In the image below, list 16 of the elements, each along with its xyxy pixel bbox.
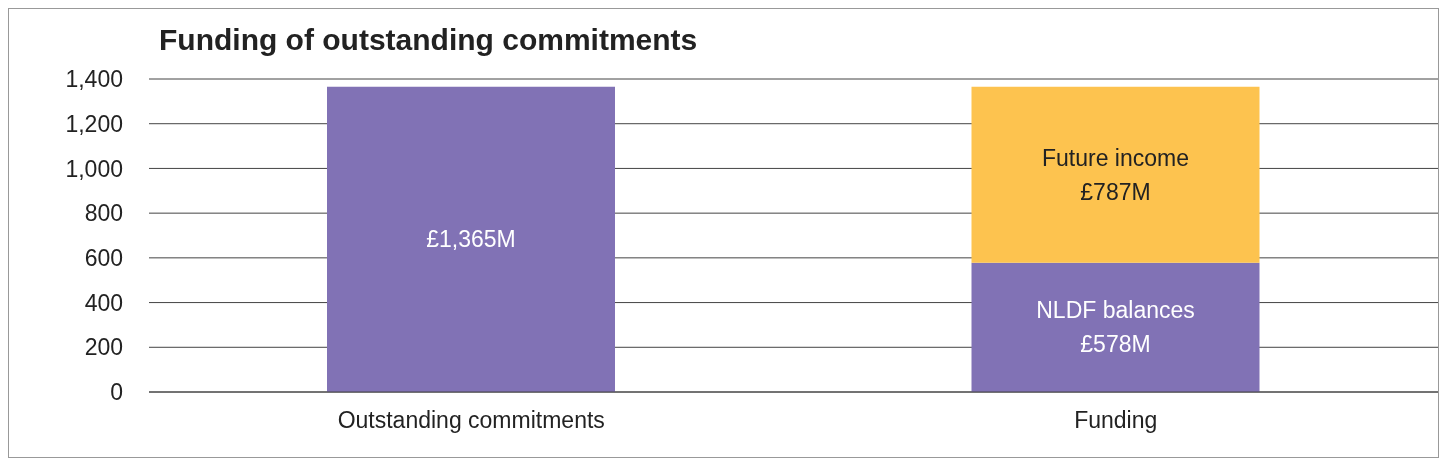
y-tick-label: 800 bbox=[84, 200, 123, 227]
y-tick-label: 1,400 bbox=[65, 66, 123, 93]
series-label: NLDF balances bbox=[1036, 297, 1195, 324]
y-tick-label: 400 bbox=[84, 289, 123, 316]
data-label: £1,365M bbox=[426, 226, 516, 253]
y-tick-label: 1,000 bbox=[65, 155, 123, 182]
x-tick-label: Outstanding commitments bbox=[337, 407, 605, 434]
y-tick-label: 0 bbox=[110, 379, 123, 406]
chart-title: Funding of outstanding commitments bbox=[159, 23, 698, 57]
data-label: £787M bbox=[1080, 178, 1151, 205]
series-label: Future income bbox=[1041, 144, 1190, 171]
data-label: £578M bbox=[1080, 331, 1151, 358]
x-tick-label: Funding bbox=[1074, 407, 1158, 434]
y-tick-label: 200 bbox=[84, 334, 123, 361]
y-tick-label: 1,200 bbox=[65, 110, 123, 137]
y-tick-label: 600 bbox=[84, 245, 123, 272]
